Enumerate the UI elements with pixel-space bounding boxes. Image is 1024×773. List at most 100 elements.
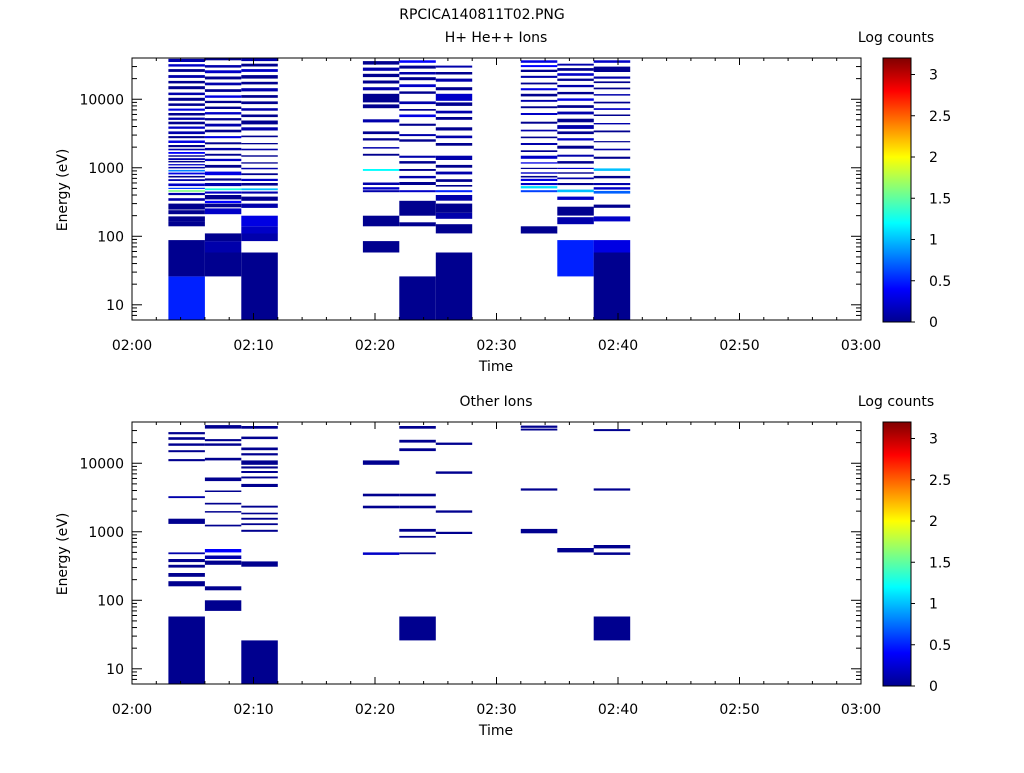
- heatmap-cell: [435, 135, 473, 139]
- heatmap-cell: [241, 505, 278, 508]
- heatmap-cell: [204, 136, 242, 139]
- heatmap-cell: [362, 182, 400, 185]
- heatmap-cell: [241, 426, 278, 429]
- heatmap-cell: [204, 100, 242, 104]
- heatmap-cell: [168, 432, 205, 435]
- heatmap-cell: [435, 127, 473, 131]
- heatmap-cell: [204, 76, 242, 80]
- heatmap-cell: [362, 169, 400, 171]
- heatmap-cell: [399, 101, 436, 105]
- heatmap-cell: [399, 505, 436, 509]
- heatmap-cell: [204, 203, 242, 208]
- heatmap-cell: [204, 147, 242, 151]
- heatmap-cell: [204, 195, 242, 200]
- heatmap-cell: [557, 84, 594, 88]
- heatmap-cell: [557, 206, 594, 216]
- heatmap-cell: [399, 448, 436, 452]
- heatmap-cell: [204, 233, 242, 242]
- heatmap-cell: [168, 155, 205, 157]
- heatmap-cell: [593, 187, 631, 190]
- heatmap-cell: [168, 581, 205, 587]
- h-ions-panel: H+ He++ Ions Log counts Time Energy (eV)…: [55, 30, 951, 375]
- y-tick-label: 100: [97, 229, 124, 245]
- heatmap-cell: [520, 106, 558, 109]
- heatmap-cell: [241, 460, 278, 465]
- heatmap-cell: [241, 148, 278, 151]
- heatmap-cell: [593, 156, 631, 159]
- heatmap-cell: [593, 190, 631, 194]
- heatmap-cell: [168, 179, 205, 181]
- heatmap-cell: [399, 155, 436, 158]
- y-tick-label: 10000: [79, 92, 124, 108]
- heatmap-cell: [399, 528, 436, 532]
- colorbar-tick-label: 3: [929, 432, 938, 448]
- heatmap-cell: [168, 164, 205, 166]
- colorbar-tick-label: 1.5: [929, 555, 951, 571]
- x-axis-label: Time: [478, 723, 513, 739]
- heatmap-cell: [241, 203, 278, 208]
- heatmap-cell: [557, 91, 594, 95]
- heatmap-cell: [168, 450, 205, 453]
- x-tick-label: 02:00: [112, 702, 152, 718]
- x-tick-label: 03:00: [841, 338, 881, 354]
- heatmap-cell: [168, 564, 205, 568]
- heatmap-cell: [520, 428, 558, 431]
- y-tick-label: 100: [97, 593, 124, 609]
- heatmap-cell: [593, 545, 631, 549]
- heatmap-cell: [168, 103, 205, 106]
- heatmap-cell: [520, 69, 558, 72]
- heatmap-cell: [435, 179, 473, 182]
- heatmap-cell: [399, 175, 436, 179]
- heatmap-cell: [168, 64, 205, 67]
- heatmap-cell: [399, 276, 436, 320]
- heatmap-cell: [399, 182, 436, 185]
- heatmap-cell: [593, 130, 631, 133]
- heatmap-cell: [241, 226, 278, 234]
- x-tick-label: 02:20: [355, 702, 395, 718]
- heatmap-cell: [399, 439, 436, 443]
- heatmap-cell: [168, 573, 205, 577]
- heatmap-cell: [435, 65, 473, 68]
- heatmap-cell: [557, 240, 594, 277]
- heatmap-cell: [204, 490, 242, 492]
- heatmap-cell: [241, 88, 278, 92]
- heatmap-cell: [435, 78, 473, 82]
- heatmap-cell: [435, 510, 473, 513]
- heatmap-cell: [593, 141, 631, 143]
- heatmap-cell: [241, 517, 278, 520]
- heatmap-cell: [557, 172, 594, 174]
- heatmap-cell: [241, 63, 278, 67]
- heatmap-cell: [593, 168, 631, 171]
- heatmap-cell: [520, 183, 558, 186]
- heatmap-cell: [520, 88, 558, 91]
- heatmap-cell: [241, 640, 278, 684]
- heatmap-cell: [557, 217, 594, 225]
- heatmap-cell: [520, 172, 558, 174]
- heatmap-cell: [399, 60, 436, 63]
- heatmap-cell: [399, 161, 436, 164]
- heatmap-cell: [204, 158, 242, 162]
- heatmap-cell: [593, 429, 631, 432]
- heatmap-cell: [241, 101, 278, 105]
- heatmap-cell: [168, 108, 205, 111]
- heatmap-cell: [435, 212, 473, 219]
- x-tick-label: 02:10: [233, 338, 273, 354]
- heatmap-cell: [241, 483, 278, 487]
- heatmap-cell: [204, 171, 242, 176]
- heatmap-cell: [520, 121, 558, 124]
- colorbar-tick-label: 1: [929, 233, 938, 249]
- heatmap-cell: [241, 453, 278, 456]
- heatmap-cell: [557, 118, 594, 123]
- heatmap-cell: [593, 240, 631, 253]
- heatmap-cell: [204, 524, 242, 527]
- heatmap-cell: [435, 72, 473, 75]
- heatmap-cell: [241, 476, 278, 479]
- heatmap-cell: [557, 183, 594, 186]
- heatmap-cell: [168, 518, 205, 524]
- heatmap-cell: [520, 178, 558, 181]
- heatmap-cell: [593, 488, 631, 491]
- heatmap-cell: [435, 93, 473, 101]
- heatmap-cell: [362, 153, 400, 156]
- heatmap-cell: [399, 77, 436, 81]
- page-title: RPCICA140811T02.PNG: [399, 7, 564, 23]
